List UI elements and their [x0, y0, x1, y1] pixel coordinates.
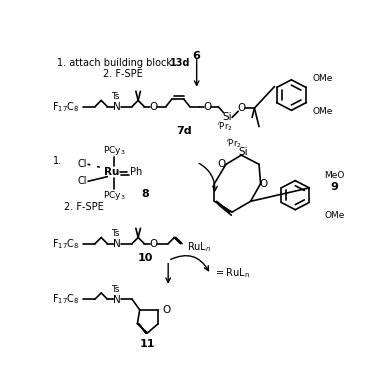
Text: 2. F-SPE: 2. F-SPE — [64, 202, 104, 212]
Text: Ts: Ts — [111, 229, 119, 238]
Text: OMe: OMe — [312, 108, 332, 117]
Text: Cl: Cl — [77, 176, 87, 186]
Text: O: O — [149, 238, 158, 249]
Text: OMe: OMe — [324, 211, 345, 220]
Text: Ts: Ts — [111, 285, 119, 294]
Text: 9: 9 — [331, 183, 339, 192]
Text: $^i$Pr$_2$: $^i$Pr$_2$ — [226, 136, 242, 150]
Text: Ph: Ph — [131, 167, 143, 177]
Text: N: N — [113, 102, 121, 112]
Text: $\mathrm{F_{17}C_8}$: $\mathrm{F_{17}C_8}$ — [52, 292, 79, 306]
Text: O: O — [203, 102, 211, 112]
Text: N: N — [113, 239, 121, 249]
Text: $\mathrm{=RuL_n}$: $\mathrm{=RuL_n}$ — [214, 266, 250, 280]
Text: 7d: 7d — [176, 126, 192, 136]
Text: Ts: Ts — [111, 92, 119, 101]
Text: 8: 8 — [141, 189, 149, 199]
Text: PCy$_3$: PCy$_3$ — [103, 189, 126, 202]
Text: 10: 10 — [137, 252, 153, 262]
Text: O: O — [237, 103, 246, 113]
Text: Ru: Ru — [104, 167, 119, 177]
Text: Cl: Cl — [77, 159, 87, 170]
Text: 11: 11 — [140, 339, 155, 349]
Text: $\mathrm{F_{17}C_8}$: $\mathrm{F_{17}C_8}$ — [52, 237, 79, 250]
Text: Si: Si — [239, 147, 249, 157]
Text: O: O — [163, 305, 171, 315]
Text: 1.: 1. — [54, 156, 62, 165]
Text: $^i$Pr$_2$: $^i$Pr$_2$ — [216, 119, 232, 133]
Text: 13d: 13d — [170, 58, 190, 69]
Text: $\mathrm{F_{17}C_8}$: $\mathrm{F_{17}C_8}$ — [52, 100, 79, 114]
Text: PCy$_3$: PCy$_3$ — [103, 144, 126, 157]
Text: 1. attach building block: 1. attach building block — [57, 58, 175, 69]
Text: Si: Si — [223, 112, 232, 122]
Text: 6: 6 — [193, 51, 201, 61]
Text: MeO: MeO — [324, 171, 345, 180]
Text: O: O — [260, 178, 268, 189]
Text: O: O — [149, 102, 158, 112]
Text: 2. F-SPE: 2. F-SPE — [103, 69, 142, 79]
Text: RuL$_n$: RuL$_n$ — [187, 240, 212, 254]
Text: OMe: OMe — [312, 74, 332, 82]
Text: N: N — [113, 295, 121, 305]
Text: O: O — [217, 159, 226, 170]
